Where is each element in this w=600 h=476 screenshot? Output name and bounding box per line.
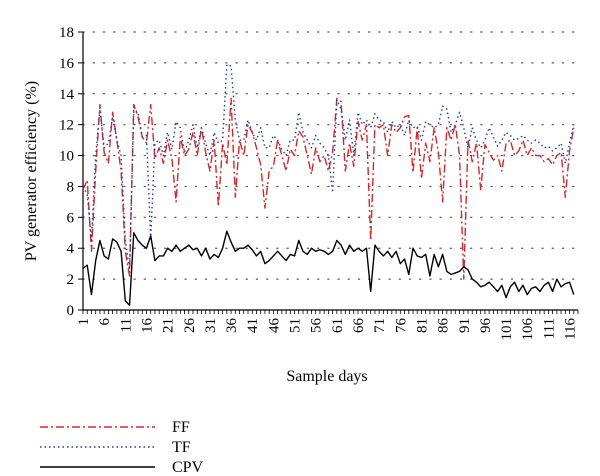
x-tick-label: 51 <box>288 318 304 333</box>
legend-label-ff: FF <box>172 419 190 436</box>
x-tick-label: 66 <box>351 318 367 334</box>
x-tick-label: 46 <box>266 318 282 334</box>
series-line-tf <box>82 63 575 271</box>
x-tick-label: 71 <box>372 318 388 333</box>
x-tick-label: 26 <box>182 318 198 334</box>
x-tick-label: 61 <box>330 318 346 333</box>
x-tick-label: 41 <box>245 318 261 333</box>
y-tick-labels: 0 2 4 6 8 10 12 14 16 18 <box>59 25 83 319</box>
y-tick-label: 18 <box>59 25 74 41</box>
x-tick-label: 1 <box>76 318 92 326</box>
x-tick-label: 96 <box>478 318 494 334</box>
y-tick-label: 6 <box>67 210 75 226</box>
x-tick-label: 36 <box>224 318 240 334</box>
x-tick-label: 116 <box>563 318 579 340</box>
y-axis-title: PV generator efficiency (%) <box>23 81 40 261</box>
x-tick-label: 106 <box>520 318 536 341</box>
legend-label-cpv: CPV <box>172 459 204 476</box>
x-tick-label: 11 <box>118 318 134 332</box>
x-tick-label: 16 <box>139 318 155 334</box>
series-line-ff <box>82 97 575 280</box>
y-tick-label: 14 <box>59 87 75 103</box>
x-tick-label: 6 <box>97 318 113 326</box>
y-tick-label: 0 <box>67 303 75 319</box>
y-tick-label: 10 <box>59 149 74 165</box>
y-tick-label: 4 <box>67 241 75 257</box>
y-tick-label: 2 <box>67 272 75 288</box>
x-tick-label: 31 <box>203 318 219 333</box>
gridlines <box>82 31 579 280</box>
x-tick-label: 21 <box>161 318 177 333</box>
series-lines <box>82 63 575 307</box>
y-tick-label: 12 <box>59 118 74 134</box>
y-tick-label: 16 <box>59 56 75 72</box>
x-tick-labels: 1 6 11 16 21 26 31 36 41 46 51 56 61 66 71 76 81 86 91 96 10… <box>76 310 579 341</box>
x-tick-label: 86 <box>436 318 452 334</box>
x-tick-label: 111 <box>541 318 557 339</box>
legend-label-tf: TF <box>172 439 191 456</box>
y-tick-label: 8 <box>67 179 75 195</box>
x-tick-label: 101 <box>499 318 515 341</box>
x-tick-label: 91 <box>457 318 473 333</box>
x-tick-label: 81 <box>414 318 430 333</box>
legend: FF TF CPV <box>40 419 204 476</box>
x-axis-title: Sample days <box>286 368 367 385</box>
x-tick-label: 56 <box>309 318 325 334</box>
series-line-cpv <box>82 230 575 307</box>
x-tick-label: 76 <box>393 318 409 334</box>
axes <box>82 32 578 311</box>
